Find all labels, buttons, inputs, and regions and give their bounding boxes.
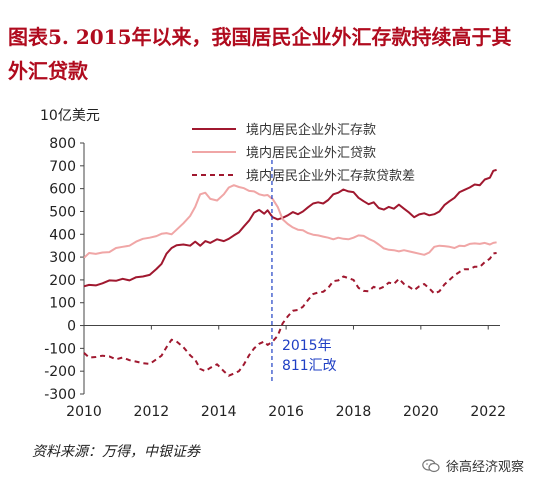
y-tick-label: 200 [49,273,76,289]
annotation-label: 2015年 [282,338,332,354]
y-tick-label: -300 [44,387,76,403]
annotation-label: 811汇改 [282,358,337,374]
source-note: 资料来源：万得，中银证券 [32,444,200,460]
x-tick-label: 2018 [336,404,372,420]
y-tick-label: 600 [49,182,76,198]
y-tick-label: 800 [49,136,76,152]
y-tick-label: -200 [44,364,76,380]
x-tick-label: 2022 [470,404,506,420]
brand-watermark: 徐高经济观察 [422,456,524,475]
x-tick-label: 2010 [66,404,102,420]
y-axis-unit-label: 10亿美元 [40,108,100,124]
legend-label-3: 境内居民企业外汇存款贷款差 [246,168,415,184]
y-tick-label: 0 [67,319,76,335]
y-tick-label: 700 [49,159,76,175]
brand-name: 徐高经济观察 [445,460,524,475]
y-tick-label: 300 [49,250,76,266]
wechat-icon [422,458,440,472]
x-tick-label: 2020 [403,404,439,420]
series-line-3 [83,252,497,377]
y-tick-label: 500 [49,204,76,220]
x-tick-label: 2014 [201,404,237,420]
figure-title: 图表5. 2015年以来，我国居民企业外汇存款持续高于其外汇贷款 [8,25,512,83]
series-line-1 [83,168,497,288]
y-tick-label: 400 [49,227,76,243]
y-tick-label: 100 [49,296,76,312]
legend-label-1: 境内居民企业外汇存款 [246,122,376,138]
series-line-2 [83,184,497,259]
y-tick-label: -100 [44,341,76,357]
legend-label-2: 境内居民企业外汇贷款 [246,145,376,161]
x-tick-label: 2012 [134,404,170,420]
x-tick-label: 2016 [268,404,304,420]
